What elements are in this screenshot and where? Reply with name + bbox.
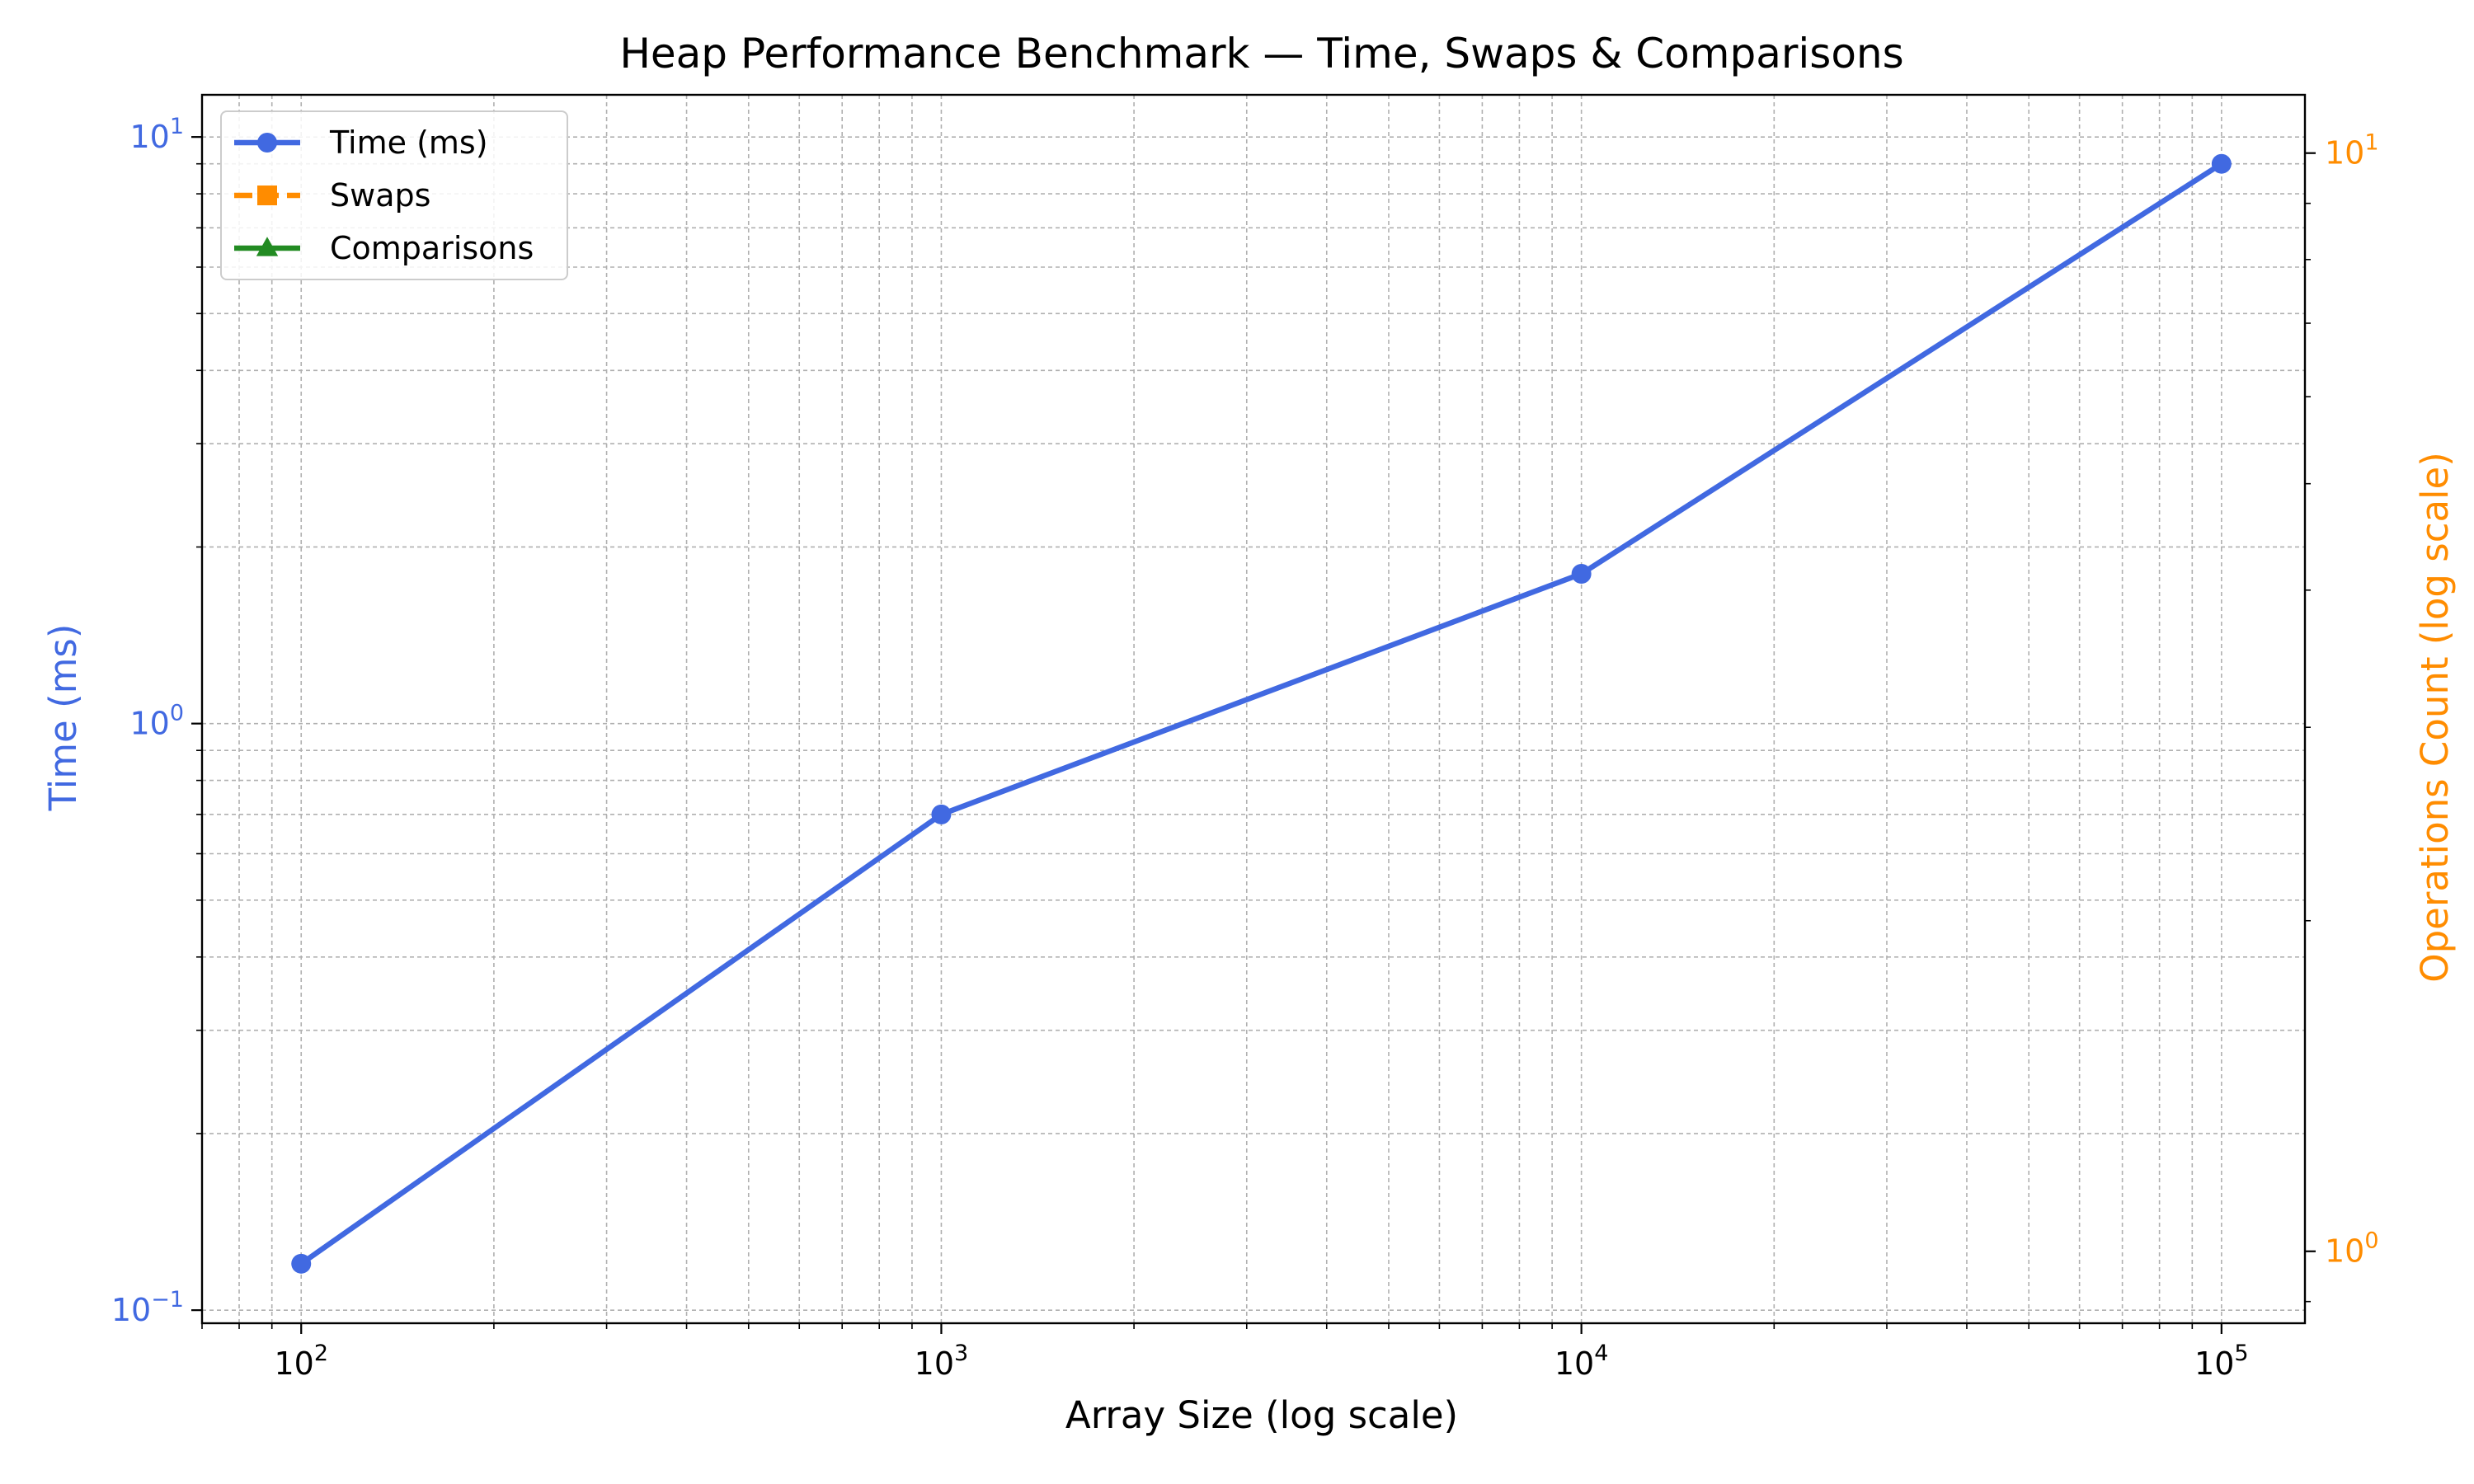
plot-frame [200,93,2307,1325]
x-tick-label: 104 [1554,1341,1609,1382]
data-point [1571,564,1592,585]
y-axis-label: Time (ms) [41,624,85,812]
y2-tick-label: 101 [2325,130,2379,171]
series-line [299,161,2223,1266]
data-point [291,1253,312,1274]
legend-label: Swaps [330,177,430,214]
y-tick-label: 10−1 [111,1287,184,1328]
y-tick-label: 100 [129,701,184,742]
x-tick-label: 103 [915,1341,969,1382]
x-tick-label: 102 [274,1341,328,1382]
y2-tick-label: 100 [2325,1228,2379,1270]
x-axis-label: Array Size (log scale) [1065,1393,1458,1437]
data-point [2211,153,2232,174]
x-axis: 102 103 104 105 [201,1323,2249,1382]
y-tick-label: 101 [129,114,184,155]
data-point [256,237,279,256]
legend: Time (ms) Swaps Comparisons [220,110,568,280]
legend-box [220,110,568,280]
series-layer [291,153,2232,1274]
data-point [257,186,277,205]
data-point [931,804,952,824]
x-tick-label: 105 [2194,1341,2249,1382]
legend-label: Comparisons [330,230,534,266]
legend-label: Time (ms) [329,124,488,161]
y2-axis-label: Operations Count (log scale) [2413,452,2457,983]
y-axis-left: 10−1 100 101 [111,114,202,1328]
y-axis-right: 100 101 [2305,130,2379,1303]
chart-title: Heap Performance Benchmark — Time, Swaps… [619,30,1903,77]
data-point [257,133,277,153]
